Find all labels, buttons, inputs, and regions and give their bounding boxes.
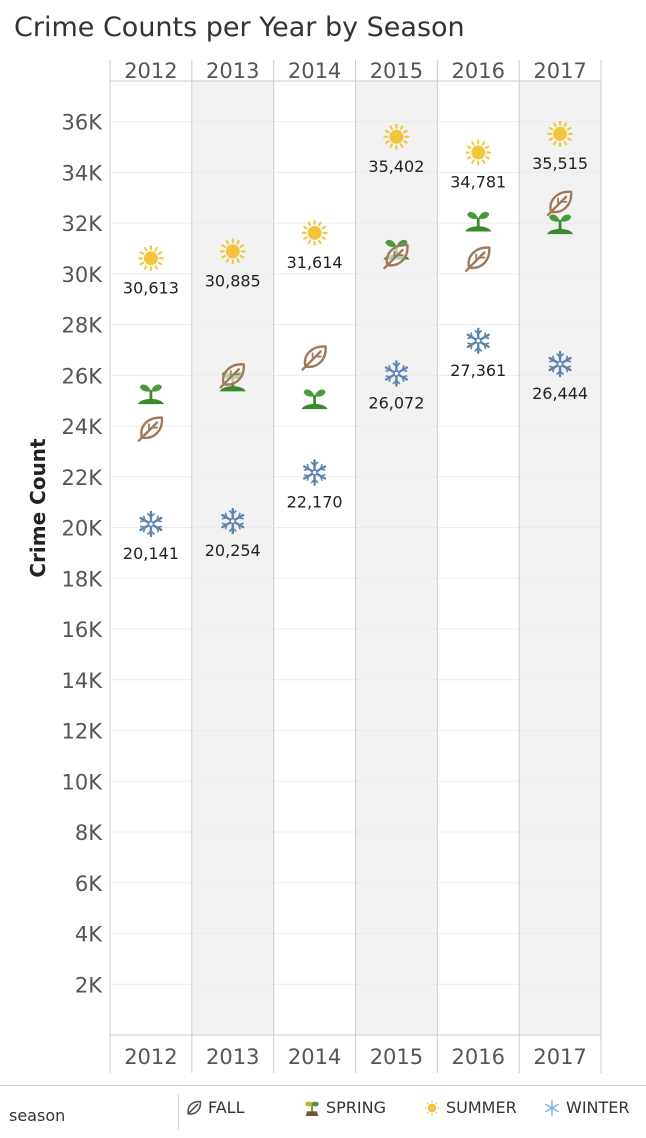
point-summer-2015 — [383, 123, 410, 150]
year-header-bottom: 2014 — [288, 1045, 341, 1069]
data-label-winter: 20,141 — [123, 544, 179, 563]
year-header-top: 2015 — [370, 59, 423, 83]
data-label-summer: 30,613 — [123, 278, 179, 297]
header-band — [191, 60, 274, 81]
point-winter-2013 — [221, 507, 245, 535]
point-winter-2016 — [466, 327, 490, 354]
year-header-bottom: 2015 — [370, 1045, 423, 1069]
point-winter-2012 — [139, 510, 163, 538]
y-tick-label: 4K — [75, 923, 103, 947]
y-tick-label: 12K — [62, 720, 104, 744]
point-fall-2016 — [465, 246, 491, 272]
y-tick-label: 22K — [62, 466, 104, 490]
point-spring-2012 — [137, 384, 164, 405]
data-label-summer: 31,614 — [287, 253, 343, 272]
data-label-winter: 27,361 — [450, 361, 506, 380]
year-header-top: 2014 — [288, 59, 341, 83]
y-tick-label: 32K — [62, 212, 104, 236]
y-tick-label: 6K — [75, 872, 103, 896]
snowflake-icon — [545, 1099, 559, 1116]
column-band — [355, 81, 438, 1035]
header-band — [355, 60, 438, 81]
y-tick-label: 34K — [62, 161, 104, 185]
y-tick-label: 14K — [62, 669, 104, 693]
year-header-top: 2017 — [533, 59, 586, 83]
point-fall-2017 — [546, 190, 573, 216]
y-tick-label: 30K — [62, 263, 104, 287]
legend-label-summer: SUMMER — [446, 1098, 517, 1117]
point-winter-2014 — [302, 459, 327, 486]
point-spring-2014 — [301, 389, 328, 410]
point-fall-2012 — [137, 416, 164, 442]
point-summer-2013 — [219, 238, 246, 265]
data-label-summer: 30,885 — [205, 271, 261, 290]
legend-item-winter[interactable]: WINTER — [544, 1098, 630, 1117]
point-fall-2014 — [301, 345, 327, 371]
data-label-summer: 34,781 — [450, 173, 506, 192]
point-fall-2015 — [383, 243, 409, 270]
year-header-top: 2013 — [206, 59, 259, 83]
year-header-top: 2012 — [124, 59, 177, 83]
point-summer-2017 — [547, 120, 574, 147]
legend-item-spring[interactable]: SPRING — [304, 1098, 386, 1117]
y-tick-label: 10K — [62, 770, 104, 794]
column-band — [519, 81, 601, 1035]
year-header-bottom: 2017 — [533, 1045, 586, 1069]
y-tick-label: 20K — [62, 517, 104, 541]
year-header-top: 2016 — [452, 59, 505, 83]
point-summer-2014 — [301, 219, 328, 246]
y-tick-label: 2K — [75, 973, 103, 997]
y-tick-label: 28K — [62, 314, 104, 338]
chart-plot: 2012 2012 2013 2013 2014 2014 2015 2015 2016 2016… — [26, 59, 602, 1073]
data-label-winter: 26,444 — [532, 384, 588, 403]
leaf-icon — [187, 1100, 202, 1115]
y-tick-label: 8K — [75, 821, 103, 845]
point-winter-2015 — [384, 360, 409, 387]
y-tick-label: 36K — [62, 111, 104, 135]
data-label-winter: 20,254 — [205, 541, 261, 560]
point-summer-2012 — [137, 245, 164, 272]
year-header-bottom: 2012 — [124, 1045, 177, 1069]
data-label-summer: 35,515 — [532, 154, 588, 173]
point-winter-2017 — [548, 350, 572, 378]
data-label-summer: 35,402 — [368, 157, 424, 176]
y-axis-label: Crime Count — [26, 438, 50, 578]
point-fall-2013 — [219, 363, 245, 389]
y-tick-label: 18K — [62, 567, 104, 591]
legend-item-fall[interactable]: FALL — [186, 1098, 245, 1117]
legend-divider — [178, 1094, 179, 1130]
y-tick-label: 16K — [62, 618, 104, 642]
y-tick-label: 24K — [62, 415, 104, 439]
point-summer-2016 — [465, 139, 492, 166]
legend-label-spring: SPRING — [326, 1098, 387, 1117]
point-spring-2016 — [465, 211, 492, 232]
year-header-bottom: 2013 — [206, 1045, 259, 1069]
data-label-winter: 22,170 — [287, 492, 343, 511]
sprout-icon — [305, 1101, 319, 1116]
chart-title: Crime Counts per Year by Season — [14, 12, 465, 43]
legend: season FALL SPRING SUMMER — [0, 1085, 646, 1138]
legend-label-fall: FALL — [208, 1098, 245, 1117]
year-header-bottom: 2016 — [452, 1045, 505, 1069]
data-label-winter: 26,072 — [368, 393, 424, 412]
legend-label-winter: WINTER — [566, 1098, 630, 1117]
header-band — [519, 60, 601, 81]
sun-icon — [424, 1100, 440, 1115]
point-spring-2017 — [547, 214, 574, 235]
legend-item-summer[interactable]: SUMMER — [424, 1098, 517, 1117]
y-tick-label: 26K — [62, 364, 104, 388]
legend-title: season — [9, 1106, 66, 1125]
